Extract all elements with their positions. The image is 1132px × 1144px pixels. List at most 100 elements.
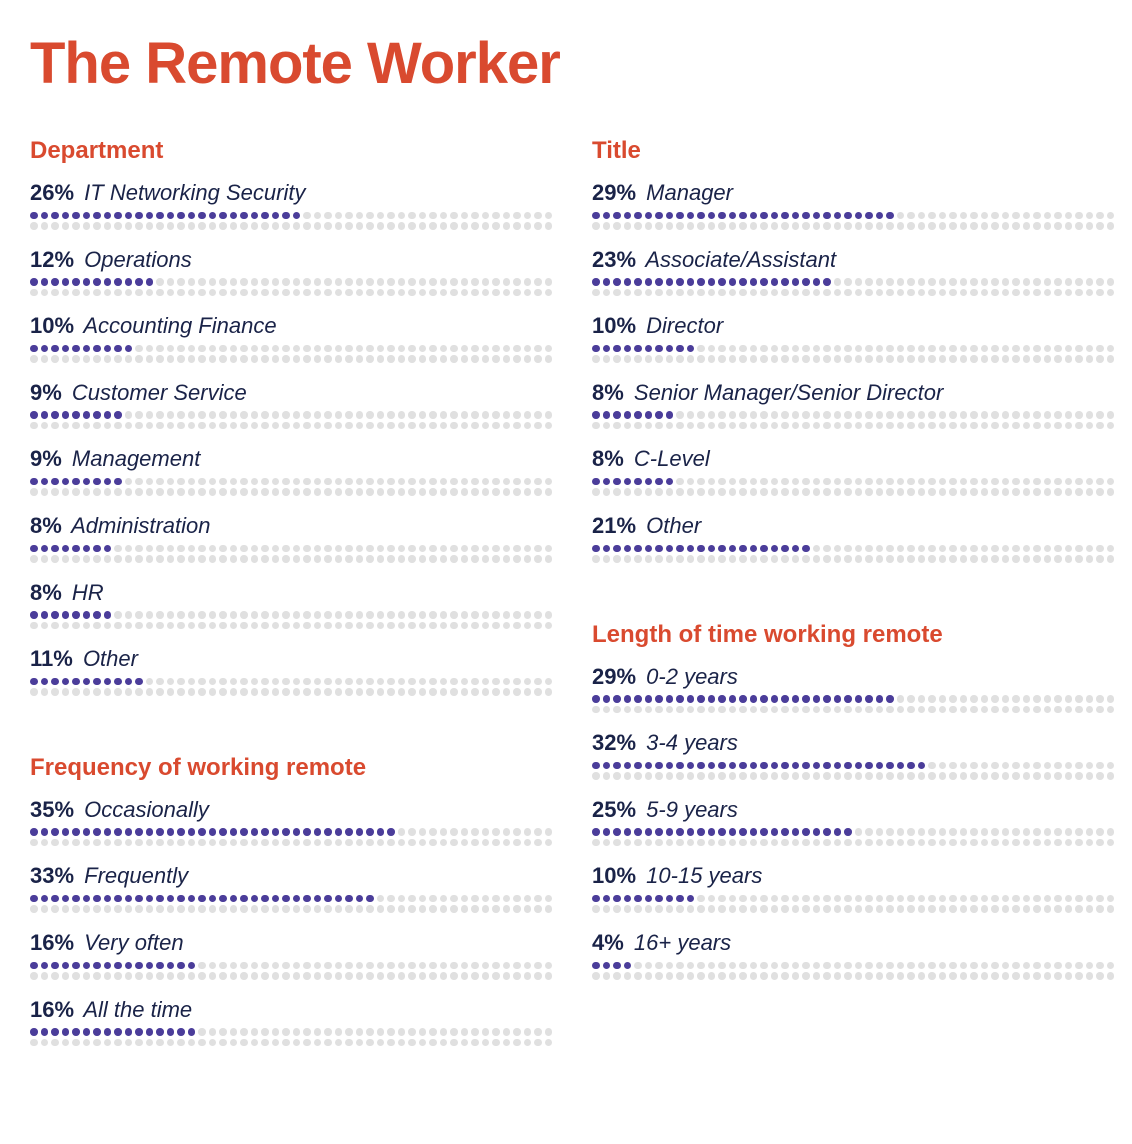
dot-empty [429,905,437,913]
dot-filled [30,828,38,836]
dot-empty [219,345,227,353]
dot-empty [592,905,600,913]
dot-filled [802,762,810,770]
dot-empty [886,411,894,419]
dot-empty [907,962,915,970]
dot-empty [41,422,49,430]
dot-empty [293,422,301,430]
dot-empty [303,212,311,220]
dot-filled [739,762,747,770]
dot-empty [503,972,511,980]
dot-empty [1065,345,1073,353]
dot-empty [366,478,374,486]
dot-filled [198,895,206,903]
dot-filled [666,895,674,903]
dot-empty [429,289,437,297]
dot-empty [834,345,842,353]
dot-filled [62,345,70,353]
dot-filled [876,212,884,220]
dot-empty [471,828,479,836]
dot-empty [104,488,112,496]
dot-empty [524,278,532,286]
dot-empty [949,828,957,836]
dot-empty [991,411,999,419]
dot-empty [823,962,831,970]
dot-empty [492,962,500,970]
dot-filled [624,828,632,836]
dot-filled [645,411,653,419]
dot-empty [603,972,611,980]
dot-empty [261,422,269,430]
dot-empty [739,962,747,970]
dot-empty [503,1039,511,1047]
dot-empty [177,678,185,686]
dot-empty [708,706,716,714]
dot-empty [865,839,873,847]
dot-filled [718,545,726,553]
dot-empty [482,1039,490,1047]
dot-empty [114,839,122,847]
dot-filled [634,828,642,836]
dot-empty [146,622,154,630]
dot-empty [293,488,301,496]
dot-filled [62,478,70,486]
dot-empty [886,545,894,553]
dot-empty [645,355,653,363]
dot-empty [855,222,863,230]
dot-empty [697,222,705,230]
dot-empty [146,678,154,686]
dot-empty [1086,488,1094,496]
dot-empty [1044,695,1052,703]
data-item-associate-assistant: 23% Associate/Assistant [592,246,1114,297]
dot-empty [345,222,353,230]
dot-empty [240,611,248,619]
dot-empty [939,222,947,230]
dot-filled [83,545,91,553]
dot-empty [855,411,863,419]
dot-filled [41,962,49,970]
dot-empty [1107,278,1115,286]
item-percent: 16% [30,997,74,1022]
dot-empty [855,278,863,286]
dot-empty [272,611,280,619]
dot-empty [251,678,259,686]
dot-empty [708,488,716,496]
data-item-0-2-years: 29% 0-2 years [592,663,1114,714]
dot-filled [30,962,38,970]
dot-empty [219,545,227,553]
dot-empty [1033,555,1041,563]
dot-filled [603,345,611,353]
dot-empty [114,555,122,563]
dot-empty [345,905,353,913]
dot-empty [408,212,416,220]
dot-empty [209,289,217,297]
dot-empty [324,611,332,619]
dot-empty [739,422,747,430]
dot-empty [398,278,406,286]
dot-filled [72,411,80,419]
dot-empty [981,488,989,496]
dot-empty [450,1028,458,1036]
dot-empty [1065,488,1073,496]
dot-empty [834,422,842,430]
dot-empty [1075,905,1083,913]
dot-empty [251,488,259,496]
dot-empty [324,1039,332,1047]
dot-filled [41,545,49,553]
dot-empty [461,222,469,230]
dot-empty [398,622,406,630]
dot-empty [356,355,364,363]
dot-empty [219,962,227,970]
dot-filled [30,678,38,686]
dot-empty [981,762,989,770]
dot-empty [377,962,385,970]
dot-empty [303,355,311,363]
dot-empty [30,905,38,913]
dot-empty [293,545,301,553]
dot-empty [813,545,821,553]
dot-empty [146,972,154,980]
dot-empty [545,278,553,286]
dot-filled [771,545,779,553]
dot-filled [739,278,747,286]
dot-empty [970,895,978,903]
